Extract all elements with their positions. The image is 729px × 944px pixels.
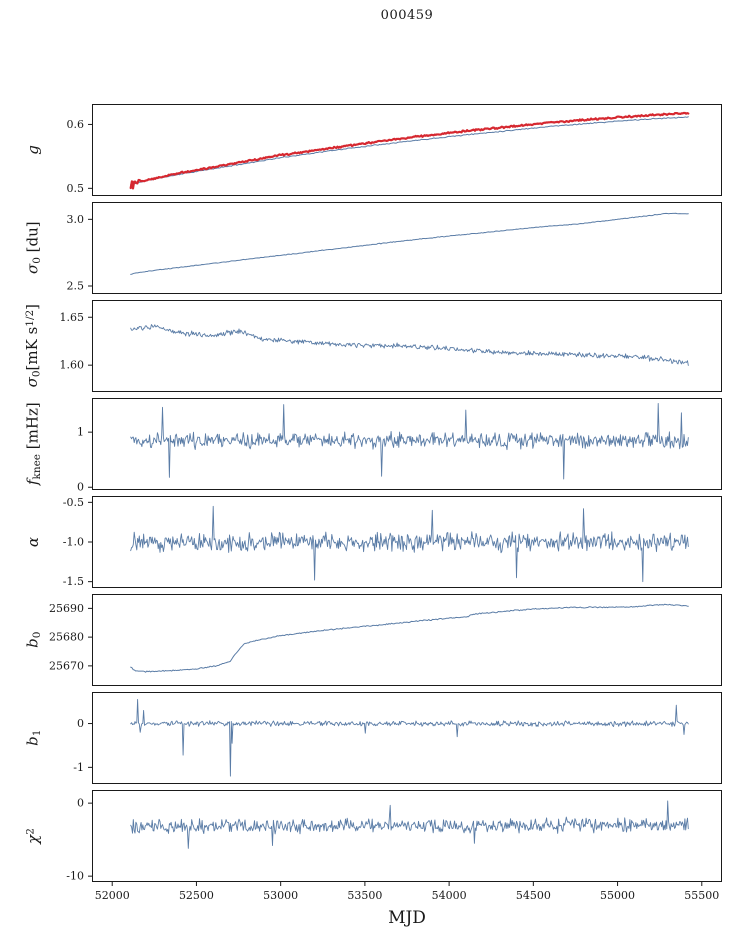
axes-border xyxy=(92,496,722,588)
ylabel-chi2-text: χ2 xyxy=(24,828,42,844)
fknee-blue-line xyxy=(130,403,689,480)
y-tick-label: 25680 xyxy=(49,631,84,644)
y-tick-label: -0.5 xyxy=(63,496,84,509)
y-tick-label: 2.5 xyxy=(67,280,85,293)
panel-sigma0-du-plot: 2.5 3.0 xyxy=(67,202,722,294)
ylabel-g: g xyxy=(0,104,66,196)
panel-b0-plot: 25670 25680 25690 xyxy=(49,594,722,686)
x-axis-label: MJD xyxy=(388,908,426,928)
axes-border xyxy=(92,790,722,882)
ylabel-segment: 0 xyxy=(30,370,43,378)
ylabel-sigma0-du: σ0 [du] xyxy=(0,202,66,294)
ylabel-segment: σ xyxy=(23,264,42,275)
y-tick-label: -1.5 xyxy=(63,575,84,588)
x-tick-label: 53000 xyxy=(263,889,298,902)
alpha-blue-line xyxy=(130,505,689,583)
ylabel-b1-text: b1 xyxy=(23,730,42,746)
ylabel-segment: b xyxy=(23,736,42,747)
y-tick-label: 0 xyxy=(77,481,84,494)
x-tick-label: 54000 xyxy=(432,889,467,902)
panel-fknee-plot: 01 xyxy=(77,398,722,494)
y-tick-label: -1.0 xyxy=(63,536,84,549)
ylabel-segment: 0 xyxy=(30,631,43,639)
b0-blue-line xyxy=(130,603,689,673)
ylabel-segment: [mK s xyxy=(23,327,42,371)
panel-alpha-plot: -0.5 -1.0 -1.5 xyxy=(63,496,722,588)
b1-blue-line xyxy=(130,698,689,777)
ylabel-sigma0-du-text: σ0 [du] xyxy=(23,222,42,275)
ylabel-segment: b xyxy=(23,638,42,649)
panel-sigma0-mk-plot: 1.60 1.65 xyxy=(60,300,722,392)
ylabel-segment: 1 xyxy=(30,729,43,737)
y-tick-label: 1 xyxy=(77,426,84,439)
x-tick-label: 53500 xyxy=(347,889,382,902)
y-tick-label: 1.65 xyxy=(60,311,85,324)
ylabel-alpha-text: α xyxy=(24,537,42,547)
ylabel-segment: 0 xyxy=(30,257,43,265)
x-tick-label: 52500 xyxy=(179,889,214,902)
ylabel-sigma0-mk: σ0[mK s1/2] xyxy=(0,300,66,392)
y-tick-label: 0.6 xyxy=(67,118,85,131)
axes-border xyxy=(92,692,722,784)
sigma0-mk-blue-line xyxy=(130,324,689,366)
ylabel-segment: 1/2 xyxy=(24,310,37,328)
ylabel-sigma0-mk-text: σ0[mK s1/2] xyxy=(23,304,42,387)
ylabel-segment: g xyxy=(23,145,42,155)
ylabel-chi2: χ2 xyxy=(0,790,66,882)
ylabel-segment: σ xyxy=(23,377,42,388)
x-tick-label: 52000 xyxy=(95,889,130,902)
ylabel-segment: α xyxy=(23,536,42,548)
ylabel-segment: ] xyxy=(23,304,42,311)
ylabel-segment: knee xyxy=(30,454,43,480)
ylabel-b0-text: b0 xyxy=(23,632,42,648)
y-tick-label: 0 xyxy=(77,717,84,730)
panel-chi2-plot: 0 -10 52000 52500 53000 53500 54000 54500 55000 5… xyxy=(66,790,722,902)
y-tick-label: -1 xyxy=(73,761,84,774)
ylabel-b1: b1 xyxy=(0,692,66,784)
panel-b1-plot: 0 -1 xyxy=(73,692,722,784)
y-tick-label: 1.60 xyxy=(60,359,85,372)
y-tick-label: 0.5 xyxy=(67,182,85,195)
ylabel-segment: 2 xyxy=(24,828,37,835)
g-blue-line xyxy=(130,116,689,185)
y-tick-label: -10 xyxy=(66,870,84,883)
ylabel-alpha: α xyxy=(0,496,66,588)
x-tick-label: 54500 xyxy=(516,889,551,902)
x-tick-label: 55500 xyxy=(684,889,719,902)
y-tick-label: 0 xyxy=(77,797,84,810)
ylabel-fknee: fknee [mHz] xyxy=(0,398,66,490)
ylabel-segment: χ xyxy=(24,834,42,844)
x-tick-label: 55000 xyxy=(600,889,635,902)
y-tick-label: 3.0 xyxy=(67,213,85,226)
y-tick-label: 25690 xyxy=(49,602,84,615)
sigma0-du-blue-line xyxy=(130,212,689,275)
ylabel-segment: [du] xyxy=(23,221,42,258)
figure-title: 000459 xyxy=(380,8,434,23)
ylabel-fknee-text: fknee [mHz] xyxy=(23,403,42,486)
axes-border xyxy=(92,202,722,294)
axes-border xyxy=(92,594,722,686)
ylabel-g-text: g xyxy=(24,145,42,155)
ylabel-segment: f xyxy=(23,479,42,486)
y-tick-label: 25670 xyxy=(49,659,84,672)
axes-border xyxy=(92,104,722,196)
axes-border xyxy=(92,300,722,392)
g-red-line xyxy=(129,111,690,190)
ylabel-segment: [mHz] xyxy=(23,402,42,455)
chi2-blue-line xyxy=(130,800,689,849)
axes-border xyxy=(92,398,722,490)
panel-g-plot: 0.5 0.6 xyxy=(67,104,722,196)
